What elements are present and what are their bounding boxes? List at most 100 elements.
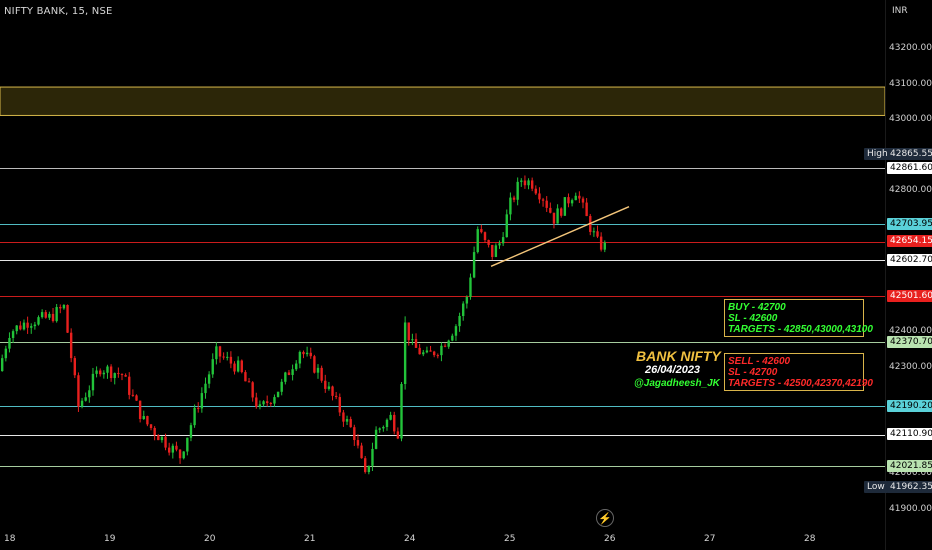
candle-body bbox=[458, 316, 461, 327]
candle-body bbox=[95, 370, 98, 374]
candle-body bbox=[342, 412, 345, 422]
resistance-zone bbox=[0, 86, 886, 116]
candle-body bbox=[251, 382, 254, 398]
candle-body bbox=[22, 322, 26, 330]
candle-body bbox=[349, 419, 352, 428]
buy-entry-text: BUY - 42700 bbox=[728, 302, 786, 313]
candle-body bbox=[331, 386, 334, 396]
candle-body bbox=[483, 232, 487, 241]
candle-body bbox=[88, 390, 91, 398]
candle-body bbox=[400, 383, 403, 439]
candle-body bbox=[240, 360, 243, 373]
time-label-25: 25 bbox=[504, 534, 516, 544]
candle-body bbox=[4, 348, 8, 359]
symbol-header[interactable]: NIFTY BANK, 15, NSE bbox=[4, 6, 113, 17]
candle-body bbox=[403, 322, 407, 384]
candle-body bbox=[69, 332, 73, 359]
candle-body bbox=[560, 208, 563, 216]
candle-body bbox=[51, 313, 55, 322]
buy-sl-text: SL - 42600 bbox=[728, 313, 778, 324]
time-label-20: 20 bbox=[204, 534, 216, 544]
candle-body bbox=[109, 366, 113, 379]
candle-body bbox=[527, 180, 530, 186]
lightning-icon[interactable]: ⚡ bbox=[596, 509, 614, 527]
candle-body bbox=[385, 419, 389, 428]
candle-body bbox=[197, 407, 200, 409]
candle-body bbox=[37, 317, 40, 325]
candle-body bbox=[40, 312, 44, 318]
candle-body bbox=[603, 242, 606, 250]
candle-body bbox=[534, 188, 538, 194]
trendline bbox=[490, 206, 630, 267]
candle-body bbox=[316, 367, 320, 373]
candle-body bbox=[135, 395, 138, 401]
buy-setup-box: BUY - 42700 SL - 42600 TARGETS - 42850,4… bbox=[724, 299, 873, 337]
candle-body bbox=[422, 352, 425, 355]
candle-body bbox=[11, 331, 15, 338]
candle-body bbox=[574, 195, 577, 201]
candle-body bbox=[73, 358, 76, 376]
candle-body bbox=[175, 445, 178, 450]
sell-targets-text: TARGETS - 42500,42370,42190 bbox=[728, 378, 873, 389]
candle-body bbox=[512, 197, 516, 200]
candle-body bbox=[91, 373, 95, 391]
candle-body bbox=[15, 325, 18, 332]
candle-body bbox=[218, 346, 222, 357]
level-tag-42861: 42861.60 bbox=[887, 162, 932, 174]
axis-price-43000: 43000.00 bbox=[889, 114, 932, 124]
candle-body bbox=[538, 193, 541, 200]
candle-body bbox=[55, 307, 58, 322]
candle-body bbox=[295, 363, 298, 370]
candle-body bbox=[146, 416, 149, 425]
candle-body bbox=[334, 395, 338, 398]
candle-body bbox=[284, 372, 287, 382]
candle-body bbox=[44, 312, 47, 318]
candle-body bbox=[599, 236, 603, 250]
candle-body bbox=[338, 397, 341, 413]
candle-body bbox=[523, 180, 527, 186]
candle-body bbox=[215, 346, 218, 360]
candle-body bbox=[171, 445, 175, 453]
low-price-tag: 41962.35 bbox=[887, 481, 932, 493]
candle-body bbox=[596, 231, 599, 237]
sell-entry-text: SELL - 42600 bbox=[728, 356, 791, 367]
candle-body bbox=[465, 296, 469, 304]
level-tag-42110: 42110.90 bbox=[887, 428, 932, 440]
low-label-tag: Low bbox=[864, 481, 888, 493]
candle-body bbox=[236, 360, 240, 372]
candle-body bbox=[407, 322, 410, 341]
candle-body bbox=[356, 440, 360, 446]
candle-body bbox=[480, 229, 483, 233]
candle-body bbox=[545, 200, 548, 208]
sell-setup-box: SELL - 42600 SL - 42700 TARGETS - 42500,… bbox=[724, 353, 873, 391]
candle-body bbox=[302, 351, 305, 355]
axis-price-42300: 42300.00 bbox=[889, 362, 932, 372]
high-price-tag: 42865.55 bbox=[887, 148, 932, 160]
candle-body bbox=[276, 391, 280, 398]
axis-price-41900: 41900.00 bbox=[889, 504, 932, 514]
candle-body bbox=[182, 451, 185, 459]
candle-body bbox=[26, 322, 29, 328]
candle-body bbox=[451, 335, 454, 341]
candle-body bbox=[138, 400, 142, 419]
candle-body bbox=[396, 431, 400, 439]
level-tag-42370: 42370.70 bbox=[887, 336, 932, 348]
candle-body bbox=[30, 326, 33, 328]
candle-body bbox=[425, 350, 429, 353]
candle-body bbox=[327, 386, 331, 389]
candle-body bbox=[454, 326, 458, 336]
candle-body bbox=[469, 277, 472, 297]
candle-body bbox=[371, 448, 374, 466]
candle-body bbox=[345, 419, 349, 422]
candle-body bbox=[102, 372, 106, 375]
candle-body bbox=[131, 394, 135, 396]
candle-body bbox=[360, 445, 363, 459]
candle-body bbox=[443, 345, 447, 347]
candle-body bbox=[244, 372, 247, 382]
candle-body bbox=[99, 370, 102, 375]
candle-body bbox=[153, 428, 156, 436]
level-tag-42703: 42703.95 bbox=[887, 218, 932, 230]
buy-targets-text: TARGETS - 42850,43000,43100 bbox=[728, 324, 873, 335]
candle-body bbox=[66, 304, 69, 333]
